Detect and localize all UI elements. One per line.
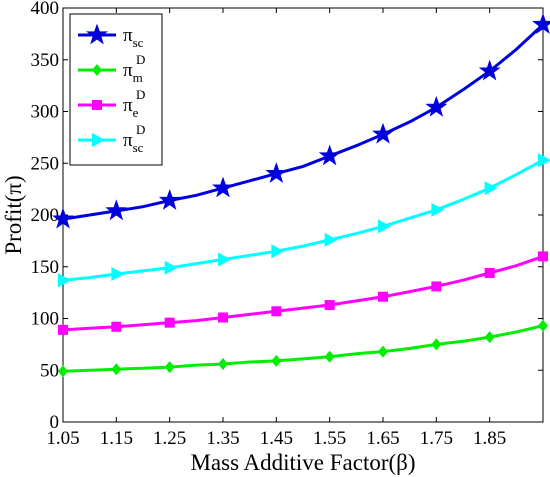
series-4 — [58, 153, 550, 288]
legend-item: πeD — [78, 87, 145, 120]
data-point — [271, 244, 285, 259]
data-point — [58, 365, 68, 378]
data-point — [218, 252, 231, 267]
series-3 — [58, 251, 548, 335]
series-line — [62, 254, 544, 332]
data-point — [111, 266, 125, 281]
x-tick-label: 1.05 — [46, 428, 79, 449]
legend-item: πmD — [78, 52, 145, 85]
y-tick-label: 250 — [31, 153, 60, 174]
series-2 — [58, 319, 548, 378]
data-point — [52, 207, 74, 229]
data-point — [484, 181, 498, 196]
data-point — [58, 324, 68, 335]
x-axis-title: Mass Additive Factor(β) — [190, 450, 415, 475]
data-point — [324, 232, 338, 247]
data-point — [58, 273, 71, 288]
x-tick-label: 1.55 — [313, 428, 346, 449]
y-tick-label: 0 — [50, 412, 60, 433]
legend-item: πsc — [78, 23, 144, 50]
data-point — [164, 317, 175, 328]
data-point — [484, 331, 495, 344]
legend-label: πsc — [123, 25, 144, 50]
data-point — [372, 122, 394, 144]
y-tick-label: 350 — [31, 50, 60, 71]
data-point — [111, 321, 122, 332]
data-point — [218, 312, 228, 323]
data-point — [271, 306, 282, 317]
x-axis: 1.05 1.15 1.25 1.35 1.45 1.55 1.65 1.75 1.85 — [46, 8, 506, 449]
series-line — [62, 158, 544, 282]
x-tick-label: 1.15 — [100, 428, 133, 449]
data-point — [431, 202, 445, 217]
series-line — [62, 324, 544, 373]
data-point — [164, 260, 178, 275]
legend-item: πscD — [78, 122, 145, 155]
data-point — [532, 13, 550, 34]
data-point — [105, 199, 128, 221]
legend-label: πscD — [123, 122, 145, 155]
legend-box — [69, 13, 163, 166]
data-point — [378, 219, 391, 234]
y-tick-label: 200 — [31, 205, 60, 226]
y-tick-label: 300 — [31, 102, 60, 123]
x-tick-label: 1.65 — [366, 428, 399, 449]
legend-marker — [92, 100, 102, 110]
legend-marker — [86, 23, 108, 45]
series-line — [62, 23, 545, 221]
x-tick-label: 1.35 — [206, 428, 239, 449]
data-point — [538, 251, 548, 262]
data-point — [158, 188, 181, 210]
data-point — [271, 354, 282, 367]
series-layer — [52, 13, 550, 378]
data-point — [265, 162, 288, 183]
legend-marker — [92, 133, 105, 147]
series-1 — [52, 13, 550, 229]
data-point — [378, 291, 388, 302]
legend-label: πeD — [123, 87, 145, 120]
data-point — [431, 338, 442, 351]
data-point — [324, 300, 335, 311]
x-tick-label: 1.45 — [260, 428, 293, 449]
data-point — [318, 144, 341, 166]
data-point — [538, 319, 548, 332]
data-point — [164, 361, 175, 374]
data-point — [324, 350, 335, 363]
y-tick-label: 150 — [31, 257, 60, 278]
data-point — [378, 345, 388, 358]
data-point — [538, 153, 550, 168]
y-tick-label: 50 — [40, 360, 59, 381]
data-point — [218, 358, 228, 371]
y-tick-label: 100 — [31, 309, 60, 330]
data-point — [212, 176, 234, 198]
data-point — [111, 363, 122, 376]
legend-label: πmD — [123, 52, 145, 85]
legend-marker — [92, 64, 102, 76]
y-tick-label: 400 — [31, 0, 60, 19]
y-axis-title: Profit(π) — [1, 175, 26, 254]
data-point — [478, 59, 501, 81]
data-point — [431, 281, 442, 292]
data-point — [425, 95, 448, 117]
x-tick-label: 1.75 — [420, 428, 453, 449]
x-tick-label: 1.85 — [473, 428, 506, 449]
x-tick-label: 1.25 — [153, 428, 186, 449]
data-point — [484, 267, 495, 278]
